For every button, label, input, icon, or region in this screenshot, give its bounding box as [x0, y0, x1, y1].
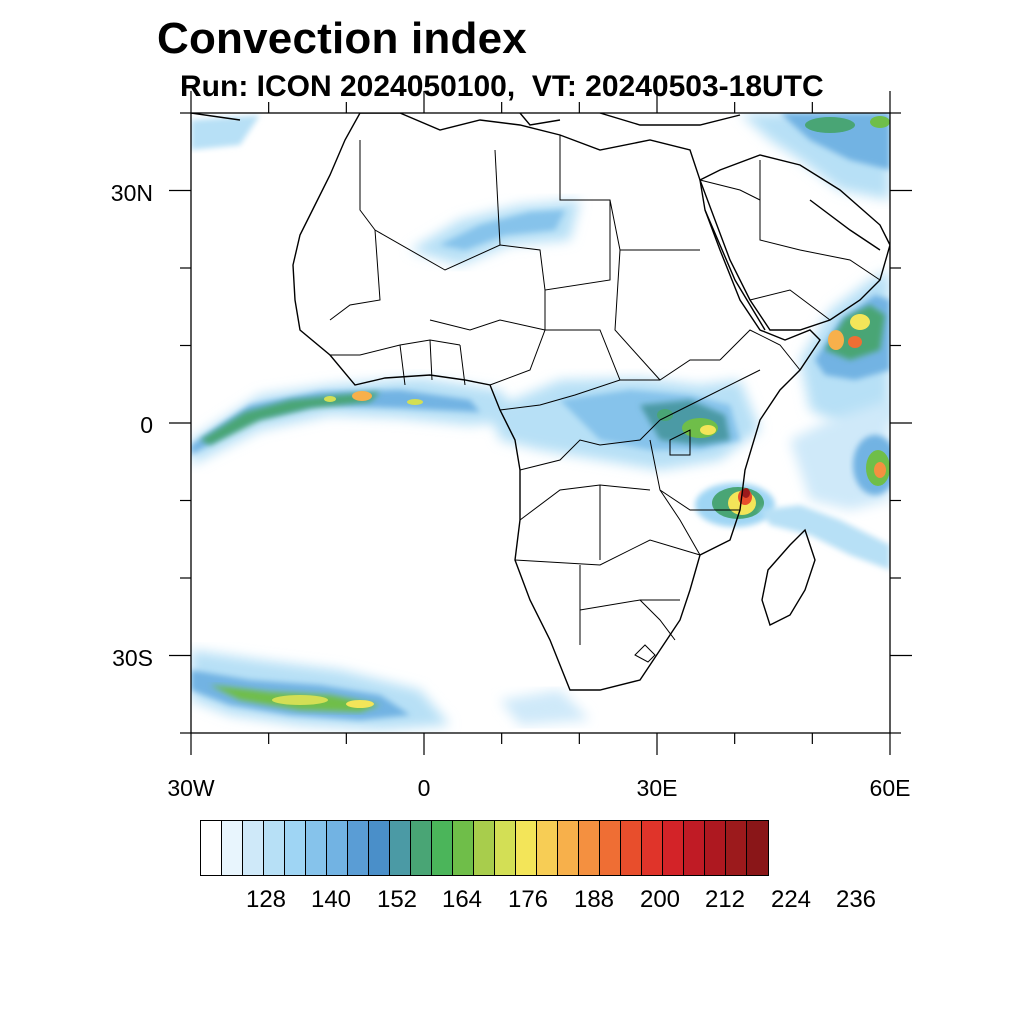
mediterranean-east — [740, 113, 890, 200]
colorbar-box-7 — [348, 821, 369, 875]
colorbar-box-1 — [222, 821, 243, 875]
colorbar-box-25 — [726, 821, 747, 875]
colorbar-box-6 — [327, 821, 348, 875]
coastlines — [191, 113, 890, 691]
colorbar-box-16 — [537, 821, 558, 875]
colorbar-label-164: 164 — [441, 886, 483, 913]
somalia-arabian-sea — [800, 270, 890, 430]
plot-subtitle: Run: ICON 2024050100, VT: 20240503-18UTC — [180, 70, 824, 103]
colorbar-box-3 — [264, 821, 285, 875]
colorbar-box-12 — [453, 821, 474, 875]
mozambique-channel-band — [760, 505, 890, 570]
colorbar-label-152: 152 — [376, 886, 418, 913]
lon-label-30e: 30E — [636, 775, 678, 801]
colorbar-box-8 — [369, 821, 390, 875]
colorbar-box-20 — [621, 821, 642, 875]
lat-label-30n: 30N — [110, 180, 153, 206]
convection-field — [191, 113, 890, 730]
indian-ocean-east — [790, 400, 890, 510]
colorbar-box-4 — [285, 821, 306, 875]
colorbar-box-0 — [201, 821, 222, 875]
gulf-of-guinea-band — [191, 378, 520, 465]
lon-label-0: 0 — [417, 775, 431, 801]
tanzania-coast-cell — [695, 483, 775, 527]
colorbar-box-24 — [705, 821, 726, 875]
colorbar-box-26 — [747, 821, 768, 875]
colorbar-box-11 — [432, 821, 453, 875]
axis-ticks — [169, 91, 912, 755]
colorbar-label-176: 176 — [507, 886, 549, 913]
colorbar-box-18 — [579, 821, 600, 875]
colorbar-box-10 — [411, 821, 432, 875]
colorbar-label-188: 188 — [573, 886, 615, 913]
colorbar-box-14 — [495, 821, 516, 875]
colorbar-box-23 — [684, 821, 705, 875]
colorbar-box-21 — [642, 821, 663, 875]
colorbar — [200, 820, 769, 876]
colorbar-label-128: 128 — [245, 886, 287, 913]
lat-label-30s: 30S — [112, 645, 153, 671]
lon-label-60e: 60E — [869, 775, 911, 801]
colorbar-box-5 — [306, 821, 327, 875]
country-borders — [329, 135, 881, 663]
colorbar-box-2 — [243, 821, 264, 875]
southern-ocean-band — [191, 650, 590, 730]
colorbar-label-140: 140 — [310, 886, 352, 913]
colorbar-label-236: 236 — [835, 886, 877, 913]
colorbar-label-212: 212 — [704, 886, 746, 913]
colorbar-box-17 — [558, 821, 579, 875]
colorbar-box-22 — [663, 821, 684, 875]
colorbar-box-9 — [390, 821, 411, 875]
colorbar-box-13 — [474, 821, 495, 875]
plot-title: Convection index — [157, 14, 527, 63]
lon-label-30w: 30W — [167, 775, 215, 801]
colorbar-label-200: 200 — [639, 886, 681, 913]
colorbar-box-15 — [516, 821, 537, 875]
east-africa-lakes — [490, 378, 760, 470]
colorbar-box-19 — [600, 821, 621, 875]
lat-label-0: 0 — [140, 412, 153, 438]
sahara-band — [191, 115, 580, 265]
colorbar-label-224: 224 — [770, 886, 812, 913]
